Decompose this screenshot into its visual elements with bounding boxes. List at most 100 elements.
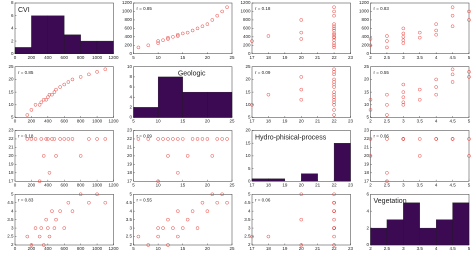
correlation-label: r = 0.06 — [374, 134, 390, 139]
scatter-point — [195, 226, 200, 230]
scatter-point — [401, 38, 406, 42]
scatter-point — [467, 70, 471, 74]
scatter-point — [195, 26, 200, 31]
scatter-point — [95, 70, 99, 74]
x-tick-label: 23 — [348, 182, 354, 187]
scatter-point — [161, 38, 165, 42]
scatter-point — [434, 22, 438, 26]
scatter-point — [385, 137, 389, 141]
scatter-point — [450, 67, 455, 72]
y-tick-label: 20 — [364, 153, 370, 158]
y-tick-label: 5 — [129, 191, 132, 196]
x-tick-label: 2.5 — [384, 55, 391, 60]
x-tick-label: 5 — [132, 246, 135, 251]
x-tick-label: 5 — [468, 55, 471, 60]
x-tick-label: 18 — [266, 55, 272, 60]
scatter-point — [29, 108, 34, 112]
scatter-point — [332, 5, 336, 9]
y-tick-label: 10 — [245, 153, 251, 158]
scatter-point — [434, 77, 438, 82]
y-tick-label: 17 — [8, 178, 14, 183]
y-tick-label: 4 — [129, 208, 132, 213]
variable-label: CVI — [18, 7, 30, 14]
scatter-point — [146, 137, 151, 141]
x-tick-label: 25 — [229, 55, 235, 60]
scatter-point — [185, 217, 190, 222]
x-tick-label: 10 — [156, 55, 162, 60]
scatter-point — [368, 108, 373, 112]
x-tick-label: 200 — [28, 119, 36, 124]
scatter-point — [37, 179, 42, 183]
y-tick-label: 1000 — [359, 9, 370, 14]
histogram-bar — [452, 202, 470, 246]
x-tick-label: 15 — [180, 246, 186, 251]
scatter-point — [146, 243, 151, 247]
x-tick-label: 23 — [348, 55, 354, 60]
x-tick-label: 10 — [156, 119, 162, 124]
variable-label: Hydro-phisical-process — [255, 134, 327, 141]
scatter-point — [299, 30, 303, 35]
scatter-point — [225, 200, 229, 205]
y-tick-label: 0 — [248, 178, 251, 183]
x-tick-label: 20 — [205, 119, 211, 124]
x-tick-label: 25 — [229, 119, 235, 124]
scatter-point — [467, 9, 471, 14]
scatter-point — [41, 154, 46, 158]
histogram-bar — [96, 40, 114, 54]
scatter-point — [385, 39, 389, 43]
scatter-point — [58, 137, 62, 141]
y-tick-label: 8 — [11, 0, 14, 5]
y-tick-label: 0 — [366, 51, 369, 56]
y-tick-label: 400 — [243, 34, 251, 39]
histogram-bar — [182, 91, 208, 118]
x-tick-label: 0 — [14, 55, 17, 60]
x-tick-label: 400 — [44, 246, 52, 251]
x-tick-label: 400 — [44, 55, 52, 60]
scatter-point — [47, 171, 52, 175]
x-tick-label: 4 — [435, 182, 438, 187]
scatter-point — [166, 154, 170, 158]
x-tick-label: 20 — [205, 55, 211, 60]
scatter-point — [220, 9, 224, 14]
scatter-point — [332, 72, 336, 77]
histogram-bar — [251, 178, 269, 182]
scatter-point — [103, 67, 108, 72]
x-tick-label: 0 — [14, 119, 17, 124]
scatter-point — [46, 95, 50, 99]
scatter-point — [181, 31, 185, 36]
histogram-bar — [386, 219, 404, 246]
y-tick-label: 1200 — [359, 0, 370, 5]
correlation-label: r = 0.18 — [18, 134, 34, 139]
variable-label: Geologic — [178, 71, 206, 78]
x-tick-label: 5 — [132, 119, 135, 124]
scatter-point — [33, 137, 38, 141]
scatter-point — [418, 154, 422, 158]
x-tick-label: 2 — [369, 246, 372, 251]
scatter-point — [450, 13, 455, 18]
x-tick-label: 21 — [315, 119, 321, 124]
scatter-point — [176, 171, 180, 175]
scatter-point — [299, 87, 303, 92]
scatter-point — [266, 92, 271, 97]
x-tick-label: 3.5 — [417, 119, 424, 124]
scatter-point — [70, 77, 75, 82]
x-tick-label: 4 — [435, 119, 438, 124]
scatter-point — [171, 137, 175, 141]
x-tick-label: 18 — [266, 119, 272, 124]
scatter-point — [385, 45, 389, 50]
scatter-point — [190, 209, 195, 213]
y-tick-label: 5 — [11, 115, 14, 120]
y-tick-label: 20 — [364, 77, 370, 82]
y-tick-label: 3 — [248, 225, 251, 230]
y-tick-label: 1000 — [122, 9, 133, 14]
y-tick-label: 3 — [129, 225, 132, 230]
y-tick-label: 2 — [129, 105, 132, 110]
x-tick-label: 19 — [282, 55, 288, 60]
x-tick-label: 19 — [282, 182, 288, 187]
y-tick-label: 3.5 — [7, 217, 14, 222]
scatter-point — [401, 103, 406, 107]
scatter-point — [385, 103, 389, 107]
x-tick-label: 10 — [156, 182, 162, 187]
correlation-label: r = 0.55 — [137, 197, 153, 202]
